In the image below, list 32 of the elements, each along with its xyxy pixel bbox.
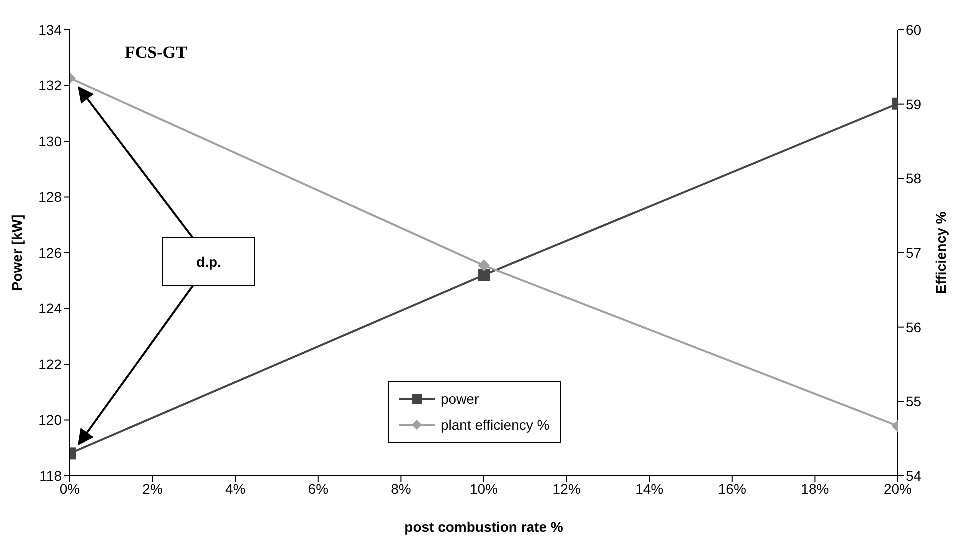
y2-tick-label: 56	[906, 319, 922, 336]
y-tick-label: 128	[38, 189, 62, 206]
y2-tick-label: 55	[906, 394, 922, 410]
x-tick-label: 4%	[225, 480, 246, 497]
x-tick-label: 10%	[470, 480, 498, 497]
y-tick-label: 134	[38, 22, 62, 38]
y-tick-label: 124	[38, 300, 62, 317]
y-tick-label: 126	[38, 244, 62, 261]
x-tick-label: 12%	[552, 480, 581, 497]
y-tick-label: 130	[38, 133, 62, 150]
legend-label: plant efficiency %	[441, 417, 550, 433]
y-tick-label: 120	[38, 412, 62, 428]
annotation: d.p.	[196, 254, 222, 270]
x-axis-title: post combustion rate %	[404, 519, 564, 535]
x-tick-label: 16%	[718, 480, 746, 497]
y2-axis-title: Efficiency %	[933, 211, 949, 294]
y2-tick-label: 60	[906, 22, 922, 38]
annotation: FCS-GT	[125, 43, 188, 62]
y-tick-label: 122	[38, 356, 62, 372]
x-tick-label: 0%	[60, 480, 80, 497]
y2-tick-label: 59	[906, 96, 922, 112]
legend-label: power	[441, 391, 480, 407]
x-tick-label: 6%	[308, 480, 329, 497]
x-tick-label: 18%	[801, 480, 830, 497]
y-tick-label: 118	[40, 468, 62, 484]
y2-tick-label: 58	[906, 170, 922, 187]
y2-tick-label: 57	[906, 244, 922, 261]
x-tick-label: 14%	[636, 480, 664, 497]
x-tick-label: 8%	[391, 480, 412, 497]
y-axis-title: Power [kW]	[9, 214, 25, 292]
x-tick-label: 2%	[142, 480, 163, 497]
y-tick-label: 132	[38, 78, 62, 94]
